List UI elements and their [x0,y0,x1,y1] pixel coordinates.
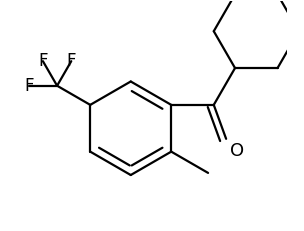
Text: F: F [24,77,33,95]
Text: O: O [230,142,244,160]
Text: F: F [67,52,76,70]
Text: F: F [38,52,48,70]
